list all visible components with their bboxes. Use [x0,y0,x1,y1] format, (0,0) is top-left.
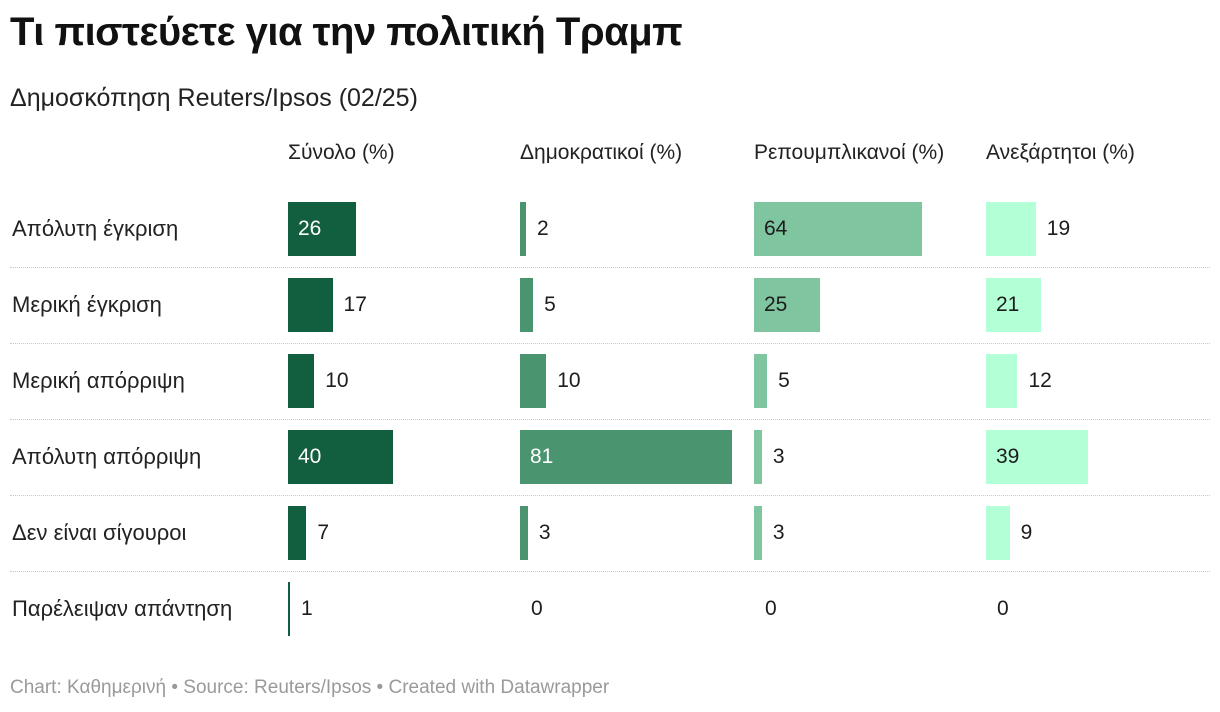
value-label-republicans: 0 [765,597,777,620]
value-label-independents: 12 [1028,369,1052,392]
value-label-democrats: 81 [530,445,554,468]
value-label-republicans: 64 [764,217,788,240]
value-label-republicans: 3 [772,521,785,544]
chart-footer: Chart: Καθημερινή • Source: Reuters/Ipso… [10,677,610,698]
value-label-democrats: 5 [544,293,556,316]
value-label-total: 10 [325,369,349,392]
bar-democrats [520,506,528,560]
column-header-independents: Ανεξάρτητοι (%) [986,141,1135,164]
value-label-independents: 39 [996,445,1020,468]
bar-democrats [520,202,526,256]
bar-democrats [520,354,547,408]
value-label-total: 7 [317,521,330,544]
bar-republicans [754,278,820,332]
value-label-independents: 9 [1020,521,1033,544]
bar-independents [986,430,1089,484]
bar-republicans [754,430,762,484]
column-header-democrats: Δημοκρατικοί (%) [520,141,683,164]
row-label: Παρέλειψαν απάντηση [12,596,233,621]
value-label-democrats: 0 [531,597,543,620]
row-label: Μερική έγκριση [12,292,162,317]
value-label-democrats: 3 [538,521,551,544]
value-label-republicans: 5 [778,369,790,392]
value-label-total: 26 [298,217,322,240]
column-header-republicans: Ρεπουμπλικανοί (%) [754,141,945,164]
chart-title: Τι πιστεύετε για την πολιτική Τραμπ [10,10,683,54]
row-divider [10,343,1210,344]
row-divider [10,419,1210,420]
value-label-democrats: 10 [557,369,581,392]
bar-total [288,582,290,636]
value-label-total: 40 [298,445,322,468]
row-divider [10,267,1210,268]
bar-total [288,354,315,408]
bar-republicans [754,354,768,408]
bar-democrats [520,430,733,484]
bar-independents [986,278,1042,332]
bar-republicans [754,202,922,256]
value-label-republicans: 3 [772,445,785,468]
value-label-democrats: 2 [537,217,549,240]
value-label-republicans: 25 [764,293,788,316]
value-label-independents: 19 [1046,217,1071,240]
row-divider [10,571,1210,572]
bar-republicans [754,506,762,560]
bar-independents [986,354,1018,408]
bar-democrats [520,278,534,332]
bar-total [288,506,307,560]
bar-total [288,278,333,332]
row-divider [10,495,1210,496]
value-label-independents: 21 [996,293,1020,316]
column-header-total: Σύνολο (%) [288,141,395,164]
row-label: Απόλυτη απόρριψη [12,444,202,469]
value-label-total: 1 [301,597,313,620]
value-label-total: 17 [343,293,367,316]
bar-independents [986,506,1010,560]
bar-independents [986,202,1036,256]
row-label: Απόλυτη έγκριση [12,216,179,241]
value-label-independents: 0 [997,597,1009,620]
row-label: Μερική απόρριψη [12,368,185,393]
bar-total [288,202,357,256]
bar-total [288,430,393,484]
chart-subtitle: Δημοσκόπηση Reuters/Ipsos (02/25) [10,84,418,112]
row-label: Δεν είναι σίγουροι [12,520,187,545]
